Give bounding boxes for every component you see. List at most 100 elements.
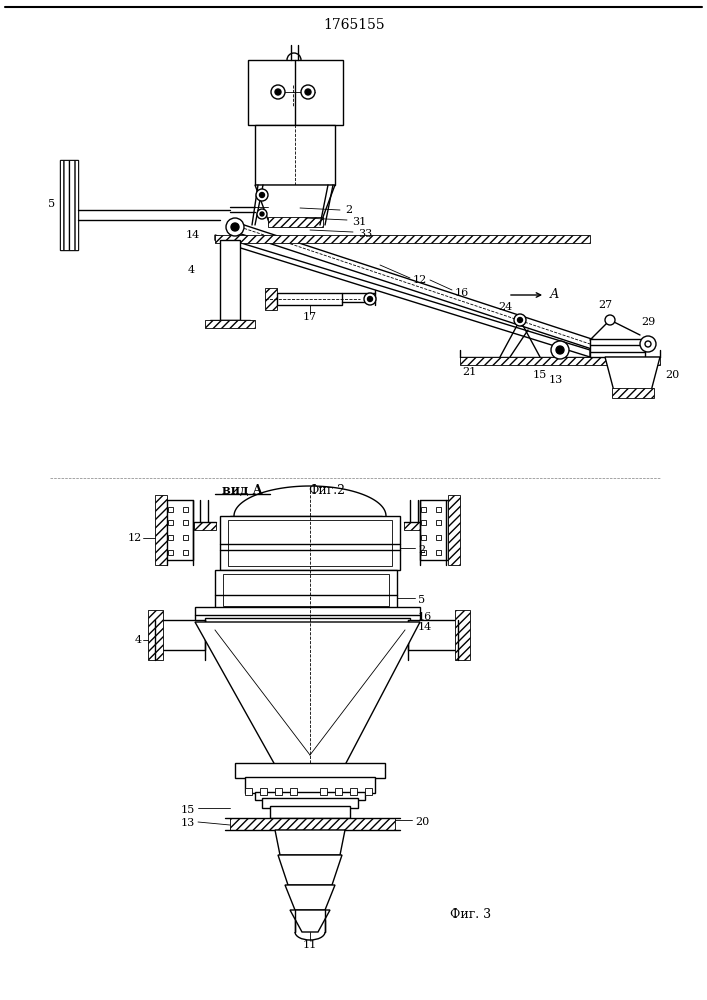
Text: 20: 20	[415, 817, 429, 827]
Bar	[183, 507, 188, 512]
Text: 15: 15	[533, 370, 547, 380]
Text: 4: 4	[135, 635, 142, 645]
Text: 2: 2	[345, 205, 352, 215]
Text: 13: 13	[181, 818, 195, 828]
Bar	[277, 293, 342, 305]
Bar	[183, 520, 188, 525]
Bar	[275, 788, 282, 795]
Bar	[168, 550, 173, 555]
Text: 21: 21	[462, 367, 477, 377]
Bar	[228, 520, 392, 566]
Polygon shape	[285, 885, 335, 910]
Text: 27: 27	[598, 300, 612, 310]
Polygon shape	[195, 622, 420, 765]
Bar	[148, 610, 163, 660]
Bar	[420, 500, 448, 560]
Bar	[612, 388, 654, 398]
Circle shape	[645, 341, 651, 347]
Polygon shape	[605, 357, 660, 395]
Text: 15: 15	[181, 805, 195, 815]
Text: 11: 11	[303, 940, 317, 950]
Bar	[245, 777, 375, 793]
Bar	[248, 60, 343, 125]
Bar	[215, 235, 590, 243]
Bar	[155, 620, 205, 650]
Bar	[260, 788, 267, 795]
Bar	[262, 798, 358, 808]
Bar	[255, 125, 335, 185]
Circle shape	[256, 189, 268, 201]
Circle shape	[551, 341, 569, 359]
Bar	[404, 522, 426, 530]
Bar	[408, 620, 458, 650]
Bar	[436, 535, 441, 540]
Text: вид А: вид А	[221, 484, 262, 496]
Circle shape	[368, 296, 373, 302]
Bar	[270, 806, 350, 818]
Text: Фиг. 3: Фиг. 3	[450, 908, 491, 922]
Bar	[421, 520, 426, 525]
Circle shape	[259, 192, 264, 198]
Bar	[168, 520, 173, 525]
Circle shape	[605, 315, 615, 325]
Text: 2: 2	[418, 545, 425, 555]
Circle shape	[640, 336, 656, 352]
Bar	[230, 516, 382, 528]
Bar	[220, 240, 240, 320]
Text: 17: 17	[303, 312, 317, 322]
Bar	[168, 535, 173, 540]
Text: 20: 20	[665, 370, 679, 380]
Polygon shape	[275, 830, 345, 855]
Text: 16: 16	[455, 288, 469, 298]
Polygon shape	[215, 235, 590, 357]
Circle shape	[271, 85, 285, 99]
Text: 12: 12	[413, 275, 427, 285]
Bar	[320, 788, 327, 795]
Text: А: А	[550, 288, 559, 302]
Bar	[183, 550, 188, 555]
Polygon shape	[255, 185, 335, 225]
Bar	[350, 788, 357, 795]
Text: 12: 12	[128, 533, 142, 543]
Bar	[60, 160, 78, 250]
Bar	[205, 618, 410, 628]
Bar	[460, 357, 660, 365]
Bar	[168, 507, 173, 512]
Text: 16: 16	[418, 612, 432, 622]
Text: 5: 5	[418, 595, 425, 605]
Bar	[421, 535, 426, 540]
Bar	[265, 288, 277, 310]
Bar	[220, 516, 400, 570]
Bar	[205, 320, 255, 328]
Bar	[421, 550, 426, 555]
Bar	[335, 788, 342, 795]
Circle shape	[275, 89, 281, 95]
Bar	[215, 570, 397, 610]
Text: 5: 5	[48, 199, 55, 209]
Bar	[230, 818, 395, 830]
Circle shape	[556, 346, 564, 354]
Bar	[590, 339, 645, 357]
Bar	[436, 520, 441, 525]
Polygon shape	[290, 910, 330, 932]
Circle shape	[257, 209, 267, 219]
Text: 24: 24	[498, 302, 512, 312]
Bar	[436, 507, 441, 512]
Bar	[60, 160, 78, 250]
Circle shape	[514, 314, 526, 326]
Circle shape	[518, 318, 522, 322]
Bar	[235, 763, 385, 778]
Circle shape	[226, 218, 244, 236]
Text: 14: 14	[186, 230, 200, 240]
Text: 33: 33	[358, 229, 373, 239]
Bar	[195, 607, 420, 622]
Circle shape	[231, 223, 239, 231]
Text: 13: 13	[549, 375, 563, 385]
Circle shape	[260, 212, 264, 216]
Polygon shape	[278, 855, 342, 885]
Bar	[183, 535, 188, 540]
Bar	[290, 788, 297, 795]
Bar	[194, 522, 216, 530]
Text: 31: 31	[352, 217, 366, 227]
Text: 29: 29	[641, 317, 655, 327]
